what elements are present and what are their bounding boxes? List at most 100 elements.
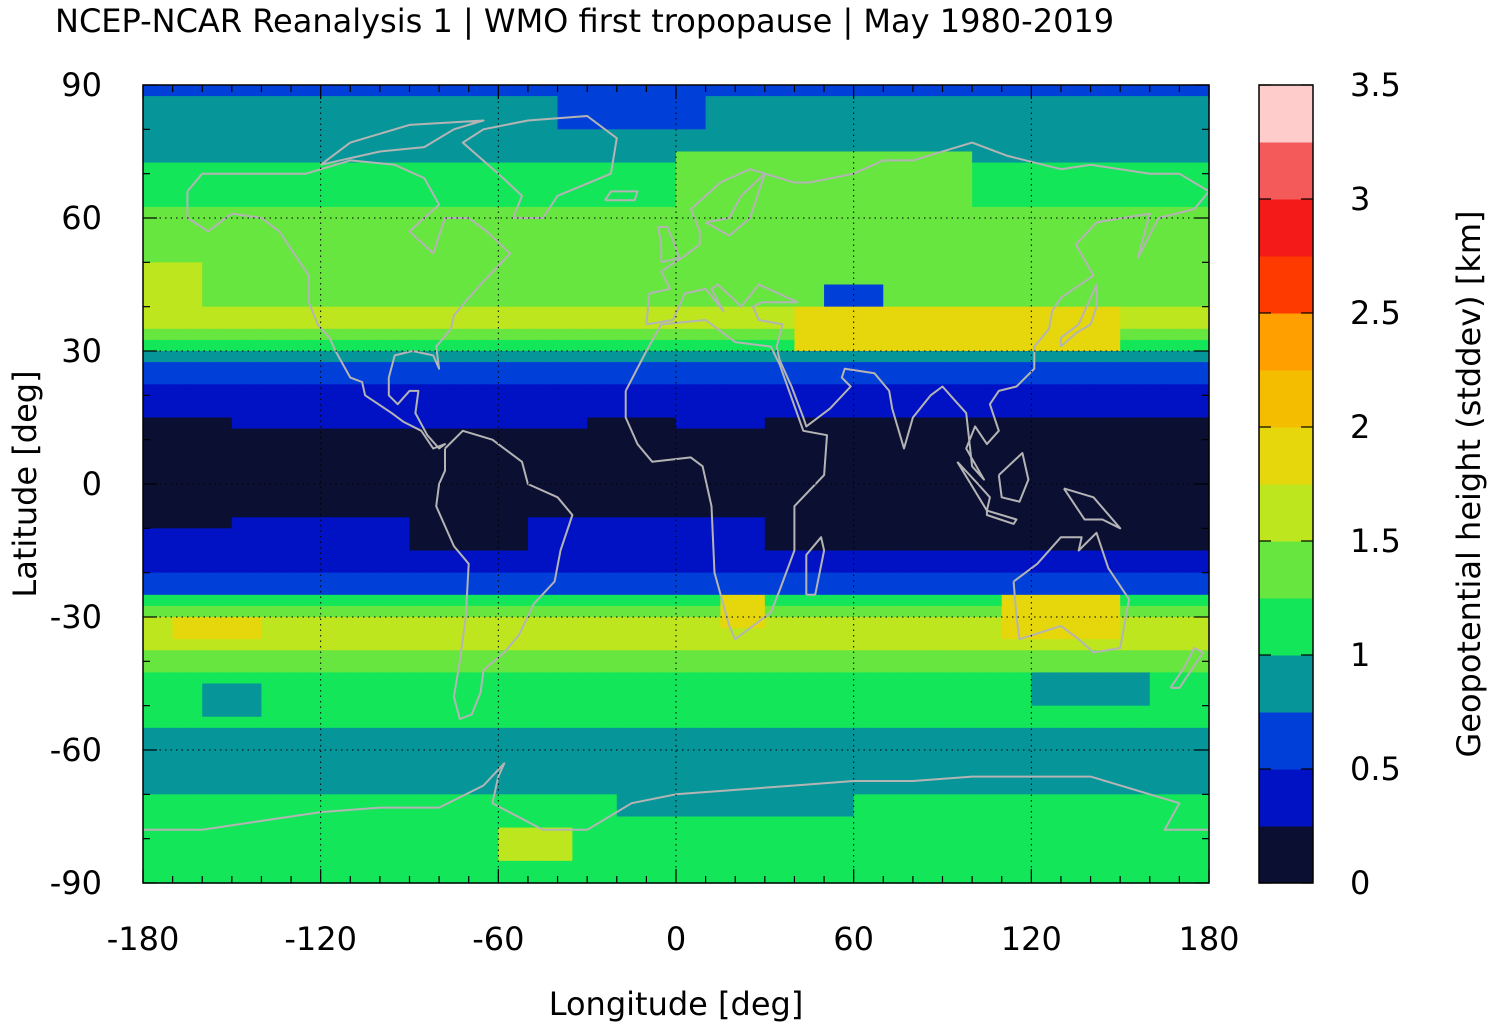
heatmap-cell [587, 550, 603, 563]
heatmap-cell [972, 661, 988, 674]
heatmap-cell [187, 229, 203, 241]
heatmap-cell [883, 417, 899, 430]
heatmap-cell [394, 118, 411, 130]
heatmap-cell [883, 184, 899, 197]
heatmap-cell [157, 605, 174, 618]
heatmap-cell [498, 672, 514, 685]
heatmap-cell [1075, 783, 1092, 795]
heatmap-cell [972, 705, 988, 718]
heatmap-cell [335, 694, 351, 707]
heatmap-cell [305, 506, 322, 518]
heatmap-cell [439, 639, 455, 651]
heatmap-cell [424, 805, 440, 818]
heatmap-cell [601, 716, 618, 729]
heatmap-cell [794, 772, 810, 784]
heatmap-cell [898, 594, 914, 607]
heatmap-cell [365, 362, 381, 374]
heatmap-cell [246, 472, 263, 485]
heatmap-cell [379, 716, 396, 729]
heatmap-cell [261, 406, 277, 419]
heatmap-cell [1105, 794, 1121, 807]
heatmap-cell [261, 572, 277, 585]
heatmap-cell [498, 727, 514, 740]
heatmap-cell [868, 339, 884, 352]
heatmap-cell [631, 450, 647, 463]
heatmap-cell [498, 816, 514, 829]
heatmap-cell [690, 528, 707, 541]
heatmap-cell [912, 816, 929, 829]
heatmap-cell [1001, 162, 1018, 175]
heatmap-cell [276, 140, 292, 153]
heatmap-cell [453, 339, 470, 352]
heatmap-cell [1179, 251, 1195, 263]
heatmap-cell [661, 605, 677, 618]
heatmap-cell [779, 661, 796, 674]
heatmap-cell [276, 694, 292, 707]
heatmap-cell [572, 206, 588, 219]
heatmap-cell [439, 461, 455, 474]
heatmap-cell [172, 650, 189, 662]
heatmap-cell [305, 317, 322, 330]
heatmap-cell [305, 772, 322, 784]
heatmap-cell [631, 827, 647, 840]
heatmap-cell [1194, 206, 1210, 219]
heatmap-cell [291, 672, 307, 685]
heatmap-cell [320, 240, 337, 252]
heatmap-cell [631, 96, 647, 108]
heatmap-cell [157, 517, 174, 529]
heatmap-cell [883, 428, 899, 441]
heatmap-cell [616, 838, 633, 851]
heatmap-cell [646, 328, 662, 341]
heatmap-cell [305, 406, 322, 419]
heatmap-cell [217, 417, 233, 430]
heatmap-cell [942, 317, 958, 330]
heatmap-cell [1105, 716, 1121, 729]
heatmap-cell [957, 417, 973, 430]
heatmap-cell [557, 661, 573, 674]
heatmap-cell [246, 229, 263, 241]
heatmap-cell [1149, 417, 1166, 430]
heatmap-cell [646, 173, 662, 186]
heatmap-cell [779, 450, 796, 463]
heatmap-cell [527, 805, 544, 818]
heatmap-cell [868, 794, 884, 807]
heatmap-cell [365, 727, 381, 740]
heatmap-cell [764, 805, 781, 818]
heatmap-cell [320, 273, 337, 286]
heatmap-cell [261, 849, 277, 862]
heatmap-cell [942, 240, 958, 252]
heatmap-cell [1179, 639, 1195, 651]
heatmap-cell [527, 395, 544, 408]
heatmap-cell [202, 328, 218, 341]
heatmap-cell [498, 328, 514, 341]
heatmap-cell [794, 750, 810, 762]
heatmap-cell [1120, 107, 1136, 119]
heatmap-cell [646, 617, 662, 629]
heatmap-cell [601, 151, 618, 164]
heatmap-cell [217, 528, 233, 541]
heatmap-cell [1075, 351, 1092, 363]
heatmap-cell [1105, 118, 1121, 130]
heatmap-cell [794, 362, 810, 374]
heatmap-cell [912, 107, 929, 119]
heatmap-cell [527, 628, 544, 640]
heatmap-cell [1194, 262, 1210, 275]
heatmap-cell [616, 118, 633, 130]
heatmap-cell [187, 417, 203, 430]
heatmap-cell [631, 716, 647, 729]
heatmap-cell [690, 816, 707, 829]
heatmap-cell [942, 761, 958, 773]
heatmap-cell [172, 539, 189, 552]
heatmap-cell [246, 639, 263, 651]
heatmap-cell [1134, 761, 1151, 773]
heatmap-cell [246, 317, 263, 330]
heatmap-cell [1031, 816, 1047, 829]
heatmap-cell [942, 628, 958, 640]
heatmap-cell [305, 395, 322, 408]
heatmap-cell [676, 605, 692, 618]
heatmap-cell [1046, 484, 1062, 496]
heatmap-cell [1164, 173, 1180, 186]
heatmap-cell [335, 395, 351, 408]
heatmap-cell [735, 317, 751, 330]
heatmap-cell [853, 506, 870, 518]
